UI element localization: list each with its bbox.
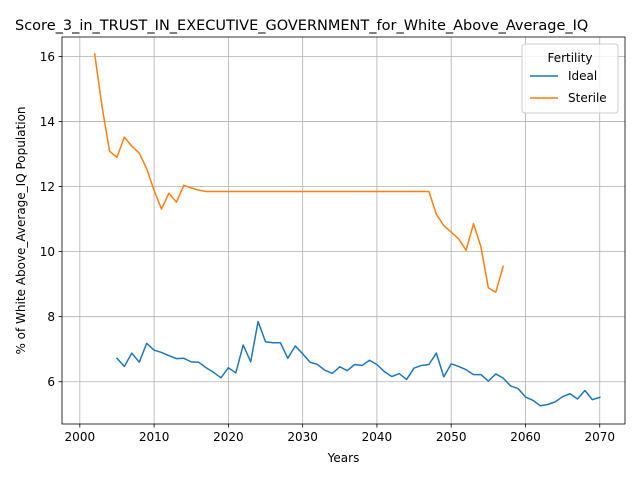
y-axis-label: % of White Above_Average_IQ Population [14, 106, 28, 354]
legend-box [521, 43, 619, 114]
x-tick-label: 2000 [65, 430, 96, 444]
y-tick-label: 14 [40, 115, 55, 129]
y-tick-label: 16 [40, 50, 55, 64]
x-axis-ticks: 2000 2010 2020 2030 2040 2050 2060 2070 [65, 424, 615, 444]
y-axis-ticks: 6 8 10 12 14 16 [40, 50, 62, 389]
series-line-sterile [93, 53, 505, 294]
plot-area-frame [61, 36, 626, 425]
x-tick-label: 2050 [436, 430, 467, 444]
y-tick-label: 12 [40, 180, 55, 194]
series-lines [93, 53, 601, 407]
y-tick-label: 10 [40, 245, 55, 259]
legend-label-sterile: Sterile [568, 91, 607, 105]
x-tick-label: 2010 [139, 430, 170, 444]
y-tick-label: 6 [47, 375, 55, 389]
legend: Fertility Ideal Sterile [521, 43, 619, 114]
x-tick-label: 2030 [287, 430, 318, 444]
series-line-ideal [115, 320, 601, 407]
legend-title: Fertility [547, 51, 592, 65]
y-tick-label: 8 [47, 310, 55, 324]
x-axis-label: Years [327, 451, 360, 465]
legend-label-ideal: Ideal [568, 69, 597, 83]
x-tick-label: 2060 [510, 430, 541, 444]
x-tick-label: 2020 [213, 430, 244, 444]
chart-title: Score_3_in_TRUST_IN_EXECUTIVE_GOVERNMENT… [15, 18, 588, 34]
x-tick-label: 2070 [584, 430, 615, 444]
x-tick-label: 2040 [362, 430, 393, 444]
